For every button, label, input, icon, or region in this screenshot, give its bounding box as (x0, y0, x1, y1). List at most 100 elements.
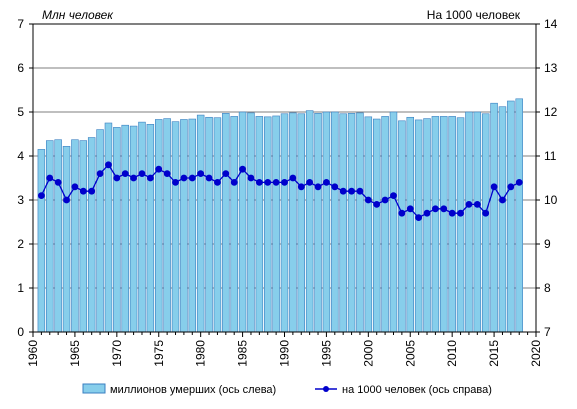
bar (473, 111, 482, 333)
bar (414, 119, 423, 333)
left-tick-label: 4 (17, 149, 24, 163)
bar (515, 98, 523, 333)
line-point (406, 205, 414, 213)
right-tick-label: 14 (544, 17, 558, 31)
left-tick-label: 7 (17, 17, 24, 31)
line-point (297, 183, 305, 191)
line-point (314, 183, 322, 191)
line-point (130, 174, 138, 182)
line-point (473, 201, 481, 208)
bar (347, 113, 356, 333)
line-point (214, 179, 221, 186)
line-point (515, 179, 523, 186)
legend-line-label: на 1000 человек (ось справа) (342, 384, 492, 396)
line-point (247, 174, 255, 182)
line-point (63, 196, 70, 204)
bar (507, 100, 515, 333)
line-point (306, 179, 314, 186)
bar (163, 118, 171, 333)
bar (62, 146, 71, 333)
bar (498, 106, 507, 333)
x-tick-label: 2015 (487, 340, 501, 367)
x-tick-label: 1980 (194, 340, 208, 367)
line-point (205, 174, 213, 182)
line-point (448, 209, 456, 217)
bar (87, 137, 96, 333)
right-tick-label: 10 (544, 193, 558, 207)
line-point (96, 170, 104, 178)
bar (37, 149, 46, 333)
legend-bar-swatch (82, 383, 106, 394)
x-tick-label: 1985 (236, 340, 250, 367)
bar (423, 118, 431, 333)
line-point (88, 187, 96, 195)
line-point (121, 170, 129, 178)
bar (113, 127, 121, 333)
right-tick-label: 9 (544, 237, 551, 251)
left-tick-label: 2 (17, 237, 24, 251)
left-tick-label: 5 (17, 105, 24, 119)
line-point (432, 205, 439, 213)
bar (456, 117, 465, 333)
line-point (381, 196, 389, 204)
line-point (272, 179, 280, 186)
line-point (331, 183, 339, 191)
line-point (54, 179, 62, 186)
bar (96, 129, 104, 333)
bar (71, 139, 79, 333)
bar (448, 116, 456, 333)
line-point (390, 192, 397, 200)
series-line (40, 163, 520, 219)
line-point (457, 209, 464, 217)
bar (389, 111, 398, 333)
bar (171, 121, 180, 333)
line-point (113, 174, 121, 182)
x-tick-label: 2010 (445, 340, 459, 367)
left-tick-label: 3 (17, 193, 24, 207)
legend: миллионов умерших (ось слева) на 1000 че… (82, 383, 492, 396)
legend-line-marker (323, 386, 329, 392)
line-point (264, 179, 272, 186)
line-point (339, 187, 347, 195)
right-tick-label: 12 (544, 105, 558, 119)
line-point (155, 165, 163, 173)
line-point (255, 179, 263, 186)
line-point (79, 187, 87, 195)
bar-series (37, 98, 523, 333)
right-tick-label: 13 (544, 61, 558, 75)
line-point (138, 170, 146, 178)
bar (188, 118, 197, 333)
bar (222, 113, 230, 333)
line-point (222, 170, 230, 178)
left-tick-label: 6 (17, 61, 24, 75)
x-tick-label: 2020 (529, 340, 543, 367)
line-point (163, 170, 171, 178)
line-point (499, 196, 506, 204)
bar (129, 125, 138, 333)
bar (440, 116, 448, 333)
axis-ticks (29, 23, 540, 337)
line-point (482, 209, 490, 217)
bar (297, 113, 306, 333)
bar (54, 139, 62, 333)
line-point (490, 183, 498, 191)
bar (314, 113, 322, 333)
bar (280, 113, 289, 333)
bar (465, 111, 473, 333)
line-point (146, 174, 154, 182)
left-tick-label: 0 (17, 325, 24, 339)
bar (431, 116, 440, 333)
line-point (289, 174, 297, 182)
bar (180, 119, 188, 333)
bar (46, 140, 54, 333)
line-point (46, 174, 54, 182)
line-point (281, 179, 288, 186)
bar (289, 112, 297, 333)
line-point (415, 214, 423, 222)
bar (263, 116, 272, 333)
right-tick-label: 7 (544, 325, 551, 339)
bar (230, 116, 238, 333)
line-point (71, 183, 79, 191)
